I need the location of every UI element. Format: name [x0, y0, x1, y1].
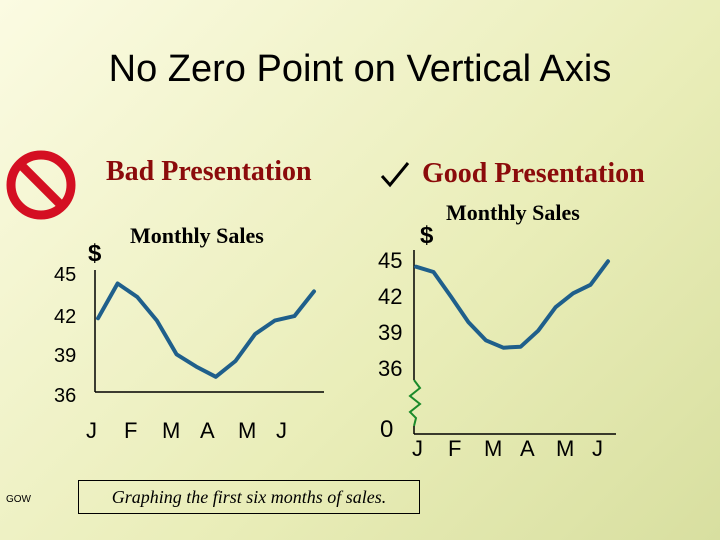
- bad-y-tick: 36: [54, 385, 77, 407]
- caption: Graphing the first six months of sales.: [78, 480, 420, 514]
- bad-presentation-heading: Bad Presentation: [106, 156, 312, 187]
- good-axis-break: [408, 379, 422, 427]
- bad-chart-plot: [94, 270, 324, 393]
- prohibited-icon: [6, 150, 76, 220]
- good-series-line: [414, 259, 610, 350]
- bad-y-tick: 42: [54, 306, 77, 328]
- bad-y-tick: 45: [54, 264, 77, 286]
- good-presentation-heading: Good Presentation: [422, 158, 645, 189]
- bad-x-tick: M: [162, 418, 181, 443]
- good-y-tick: 42: [378, 284, 403, 309]
- bad-x-tick: M: [238, 418, 257, 443]
- bad-series-line: [96, 281, 316, 379]
- slide-title: No Zero Point on Vertical Axis: [108, 48, 612, 90]
- bad-x-tick: F: [124, 418, 138, 443]
- good-y-tick: 39: [378, 320, 403, 345]
- bad-x-tick: J: [276, 418, 287, 443]
- bad-x-tick: J: [86, 418, 97, 443]
- good-y-tick: 45: [378, 248, 403, 273]
- good-x-tick: M: [484, 436, 503, 461]
- good-chart-title: Monthly Sales: [446, 200, 580, 225]
- good-y-tick: 36: [378, 356, 403, 381]
- good-y-tick-zero: 0: [380, 416, 394, 443]
- good-x-tick: F: [448, 436, 462, 461]
- good-x-tick: J: [592, 436, 603, 461]
- good-x-tick: A: [520, 436, 535, 461]
- bad-x-tick: A: [200, 418, 215, 443]
- good-x-tick: J: [412, 436, 423, 461]
- bad-y-tick: 39: [54, 345, 77, 367]
- footer-mark: GOW: [6, 494, 31, 505]
- good-chart-plot: [408, 250, 616, 435]
- good-x-tick: M: [556, 436, 575, 461]
- good-chart-y-unit: $: [420, 222, 434, 249]
- check-mark-icon: [380, 162, 410, 188]
- bad-chart-title: Monthly Sales: [130, 223, 264, 248]
- bad-chart-y-unit: $: [88, 240, 102, 267]
